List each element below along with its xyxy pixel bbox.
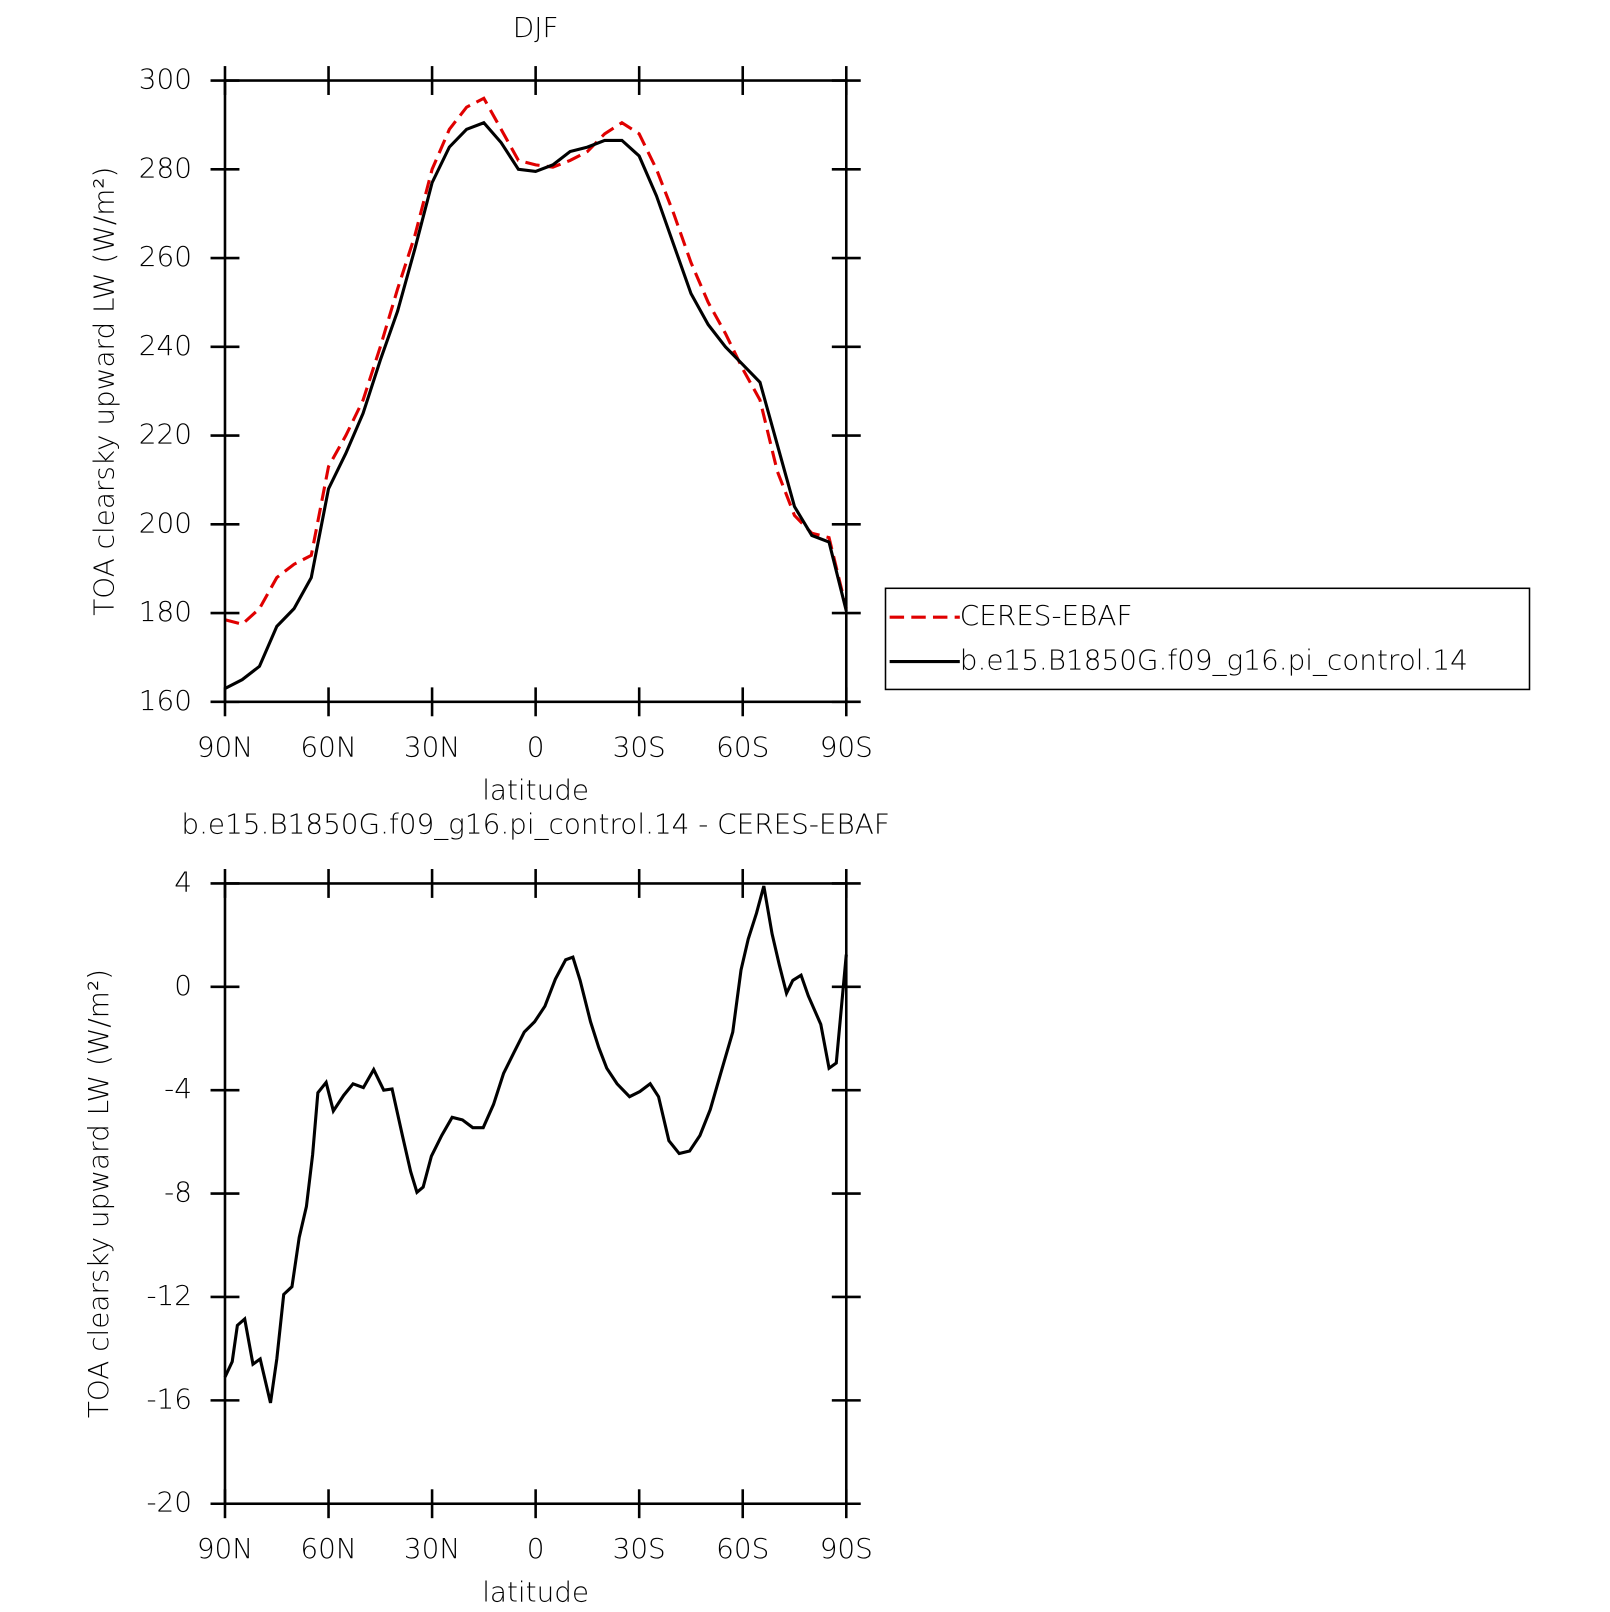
y-tick-label: 4 bbox=[174, 865, 192, 898]
x-tick-label: 90N bbox=[197, 1532, 253, 1565]
x-tick-label: 0 bbox=[527, 1532, 545, 1565]
y-tick-label: 260 bbox=[139, 240, 192, 273]
y-tick-label: 300 bbox=[139, 63, 192, 96]
chart-title: DJF bbox=[513, 11, 559, 44]
x-tick-label: 90S bbox=[820, 730, 873, 763]
plot-frame bbox=[223, 79, 848, 704]
x-tick-label: 30N bbox=[404, 730, 460, 763]
x-tick-label: 90S bbox=[820, 1532, 873, 1565]
x-tick-label: 60N bbox=[300, 1532, 356, 1565]
y-tick-label: 200 bbox=[139, 506, 192, 539]
y-tick-label: 0 bbox=[174, 969, 192, 1002]
legend-box bbox=[884, 587, 1531, 691]
x-tick-label: 30S bbox=[613, 1532, 666, 1565]
x-tick-label: 60S bbox=[716, 1532, 769, 1565]
y-tick-label: -16 bbox=[146, 1382, 192, 1415]
x-tick-label: 0 bbox=[527, 730, 545, 763]
y-tick-label: -12 bbox=[146, 1279, 192, 1312]
x-tick-label: 90N bbox=[197, 730, 253, 763]
y-tick-label: 280 bbox=[139, 151, 192, 184]
data-line bbox=[223, 885, 848, 1404]
y-tick-label: -20 bbox=[146, 1486, 192, 1519]
y-tick-label: 240 bbox=[139, 329, 192, 362]
plot-frame bbox=[223, 882, 848, 1506]
y-tick-label: 220 bbox=[139, 418, 192, 451]
data-line bbox=[224, 120, 848, 690]
data-line bbox=[224, 96, 848, 626]
y-axis-label: TOA clearsky upward LW (W/m²) bbox=[82, 969, 115, 1418]
legend-label: b.e15.B1850G.f09_g16.pi_control.14 bbox=[960, 644, 1468, 678]
y-tick-label: 160 bbox=[139, 684, 192, 717]
x-tick-label: 60S bbox=[716, 730, 769, 763]
y-tick-label: -4 bbox=[164, 1072, 192, 1105]
y-axis-label: TOA clearsky upward LW (W/m²) bbox=[87, 167, 120, 616]
y-tick-label: 180 bbox=[139, 595, 192, 628]
x-tick-label: 60N bbox=[300, 730, 356, 763]
x-tick-label: 30N bbox=[404, 1532, 460, 1565]
y-tick-label: -8 bbox=[164, 1176, 192, 1209]
x-axis-label: latitude bbox=[482, 1576, 589, 1608]
chart-title: b.e15.B1850G.f09_g16.pi_control.14 - CER… bbox=[181, 808, 889, 842]
x-tick-label: 30S bbox=[613, 730, 666, 763]
x-axis-label: latitude bbox=[482, 774, 589, 807]
legend-label: CERES-EBAF bbox=[960, 599, 1133, 632]
